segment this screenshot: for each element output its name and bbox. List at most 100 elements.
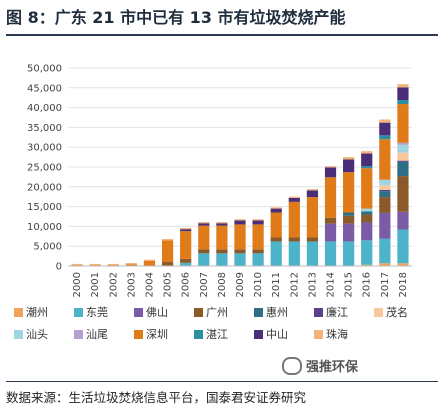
legend-swatch bbox=[254, 308, 263, 317]
x-tick-label: 2011 bbox=[271, 272, 282, 297]
bar-segment bbox=[252, 224, 264, 250]
bar-segment bbox=[379, 185, 391, 190]
y-tick-label: 15,000 bbox=[27, 202, 62, 213]
bar-segment bbox=[306, 190, 319, 198]
bar-segment bbox=[324, 167, 337, 178]
title-divider bbox=[6, 34, 438, 36]
y-tick-label: 50,000 bbox=[27, 64, 62, 75]
bar-segment bbox=[361, 222, 373, 241]
x-tick-label: 2002 bbox=[108, 272, 119, 297]
x-tick-label: 2010 bbox=[253, 272, 264, 297]
x-tick-label: 2009 bbox=[235, 272, 246, 297]
bar-segment bbox=[397, 161, 409, 177]
bar-segment bbox=[234, 224, 246, 250]
bar-segment bbox=[306, 197, 319, 238]
bar-segment bbox=[270, 212, 282, 238]
legend-swatch bbox=[134, 308, 143, 317]
bar-segment bbox=[361, 166, 373, 169]
x-tick-label: 2018 bbox=[398, 272, 409, 297]
legend-label: 廉江 bbox=[326, 306, 348, 319]
bar-segment bbox=[288, 197, 300, 202]
bar-segment bbox=[234, 253, 246, 266]
legend-label: 茂名 bbox=[386, 306, 408, 319]
bar-segment bbox=[270, 237, 282, 242]
y-tick-label: 35,000 bbox=[27, 123, 62, 134]
bar-segment bbox=[324, 166, 337, 168]
legend-label: 湛江 bbox=[206, 328, 228, 341]
bar-segment bbox=[161, 239, 174, 241]
bar-segment bbox=[252, 253, 264, 266]
y-tick-label: 10,000 bbox=[27, 222, 62, 233]
legend-item: 惠州 bbox=[254, 306, 288, 320]
legend-item: 东莞 bbox=[74, 306, 108, 320]
legend-label: 深圳 bbox=[146, 328, 168, 341]
legend-label: 东莞 bbox=[86, 306, 108, 319]
watermark-text: 强推环保 bbox=[306, 360, 359, 375]
y-tick-label: 45,000 bbox=[27, 83, 62, 94]
bar-segment bbox=[361, 214, 373, 223]
legend-swatch bbox=[374, 308, 383, 317]
x-tick-label: 2000 bbox=[72, 272, 83, 297]
legend-label: 汕头 bbox=[26, 328, 48, 341]
bar-segment bbox=[288, 241, 300, 266]
bar-segment bbox=[216, 253, 228, 266]
x-tick-label: 2007 bbox=[199, 272, 210, 297]
legend-item: 廉江 bbox=[314, 306, 348, 320]
x-tick-label: 2014 bbox=[326, 272, 337, 297]
bar-segment bbox=[270, 208, 282, 213]
legend-item: 佛山 bbox=[134, 306, 168, 320]
figure-title: 图 8：广东 21 市中已有 13 市有垃圾焚烧产能 bbox=[6, 8, 346, 27]
x-tick-label: 2008 bbox=[217, 272, 228, 297]
bar-segment bbox=[397, 104, 409, 143]
bar-segment bbox=[234, 220, 246, 225]
x-tick-label: 2001 bbox=[90, 272, 101, 297]
bar-segment bbox=[198, 222, 210, 224]
x-tick-label: 2013 bbox=[307, 272, 318, 297]
bar-segment bbox=[125, 263, 137, 265]
bar-segment bbox=[397, 84, 409, 88]
bar-segment bbox=[397, 176, 409, 212]
y-tick-label: 40,000 bbox=[27, 103, 62, 114]
y-tick-label: 30,000 bbox=[27, 143, 62, 154]
y-tick-label: 0 bbox=[56, 262, 62, 273]
bar-segment bbox=[288, 201, 300, 238]
legend-swatch bbox=[254, 330, 263, 339]
legend-label: 珠海 bbox=[326, 328, 348, 341]
legend-swatch bbox=[314, 330, 323, 339]
chart-legend: 潮州 东莞 佛山 广州 惠州 廉江 茂名汕头 汕尾 深圳 湛江 中山 珠海 bbox=[14, 306, 438, 354]
bar-segment bbox=[252, 220, 264, 225]
bar-segment bbox=[125, 264, 137, 266]
bar-segment bbox=[397, 100, 409, 105]
legend-item: 珠海 bbox=[314, 328, 348, 342]
bar-segment bbox=[361, 168, 373, 209]
bar-segment bbox=[397, 211, 409, 230]
legend-swatch bbox=[14, 308, 23, 317]
legend-swatch bbox=[134, 330, 143, 339]
bar-segment bbox=[216, 249, 228, 254]
bar-segment bbox=[288, 196, 300, 198]
bar-segment bbox=[143, 260, 156, 266]
legend-label: 汕尾 bbox=[86, 328, 108, 341]
legend-swatch bbox=[74, 308, 83, 317]
y-tick-label: 20,000 bbox=[27, 182, 62, 193]
legend-item: 潮州 bbox=[14, 306, 48, 320]
bar-segment bbox=[379, 238, 391, 264]
bar-segment bbox=[361, 208, 373, 212]
legend-label: 中山 bbox=[266, 328, 288, 341]
bar-segment bbox=[379, 179, 391, 186]
bar-segment bbox=[379, 119, 391, 123]
bar-segment bbox=[198, 223, 210, 226]
bar-segment bbox=[343, 223, 355, 242]
figure-source: 数据来源：生活垃圾焚烧信息平台，国泰君安证券研究 bbox=[6, 390, 307, 405]
bar-segment bbox=[343, 157, 355, 160]
legend-item: 中山 bbox=[254, 328, 288, 342]
bar-segment bbox=[270, 207, 282, 209]
bar-segment bbox=[397, 142, 409, 145]
legend-item: 广州 bbox=[194, 306, 228, 320]
x-tick-label: 2016 bbox=[362, 272, 373, 297]
bar-segment bbox=[397, 263, 409, 266]
watermark: 强推环保 bbox=[282, 356, 438, 378]
bar-segment bbox=[180, 229, 192, 232]
bar-segment bbox=[216, 222, 228, 224]
y-tick-label: 25,000 bbox=[27, 163, 62, 174]
